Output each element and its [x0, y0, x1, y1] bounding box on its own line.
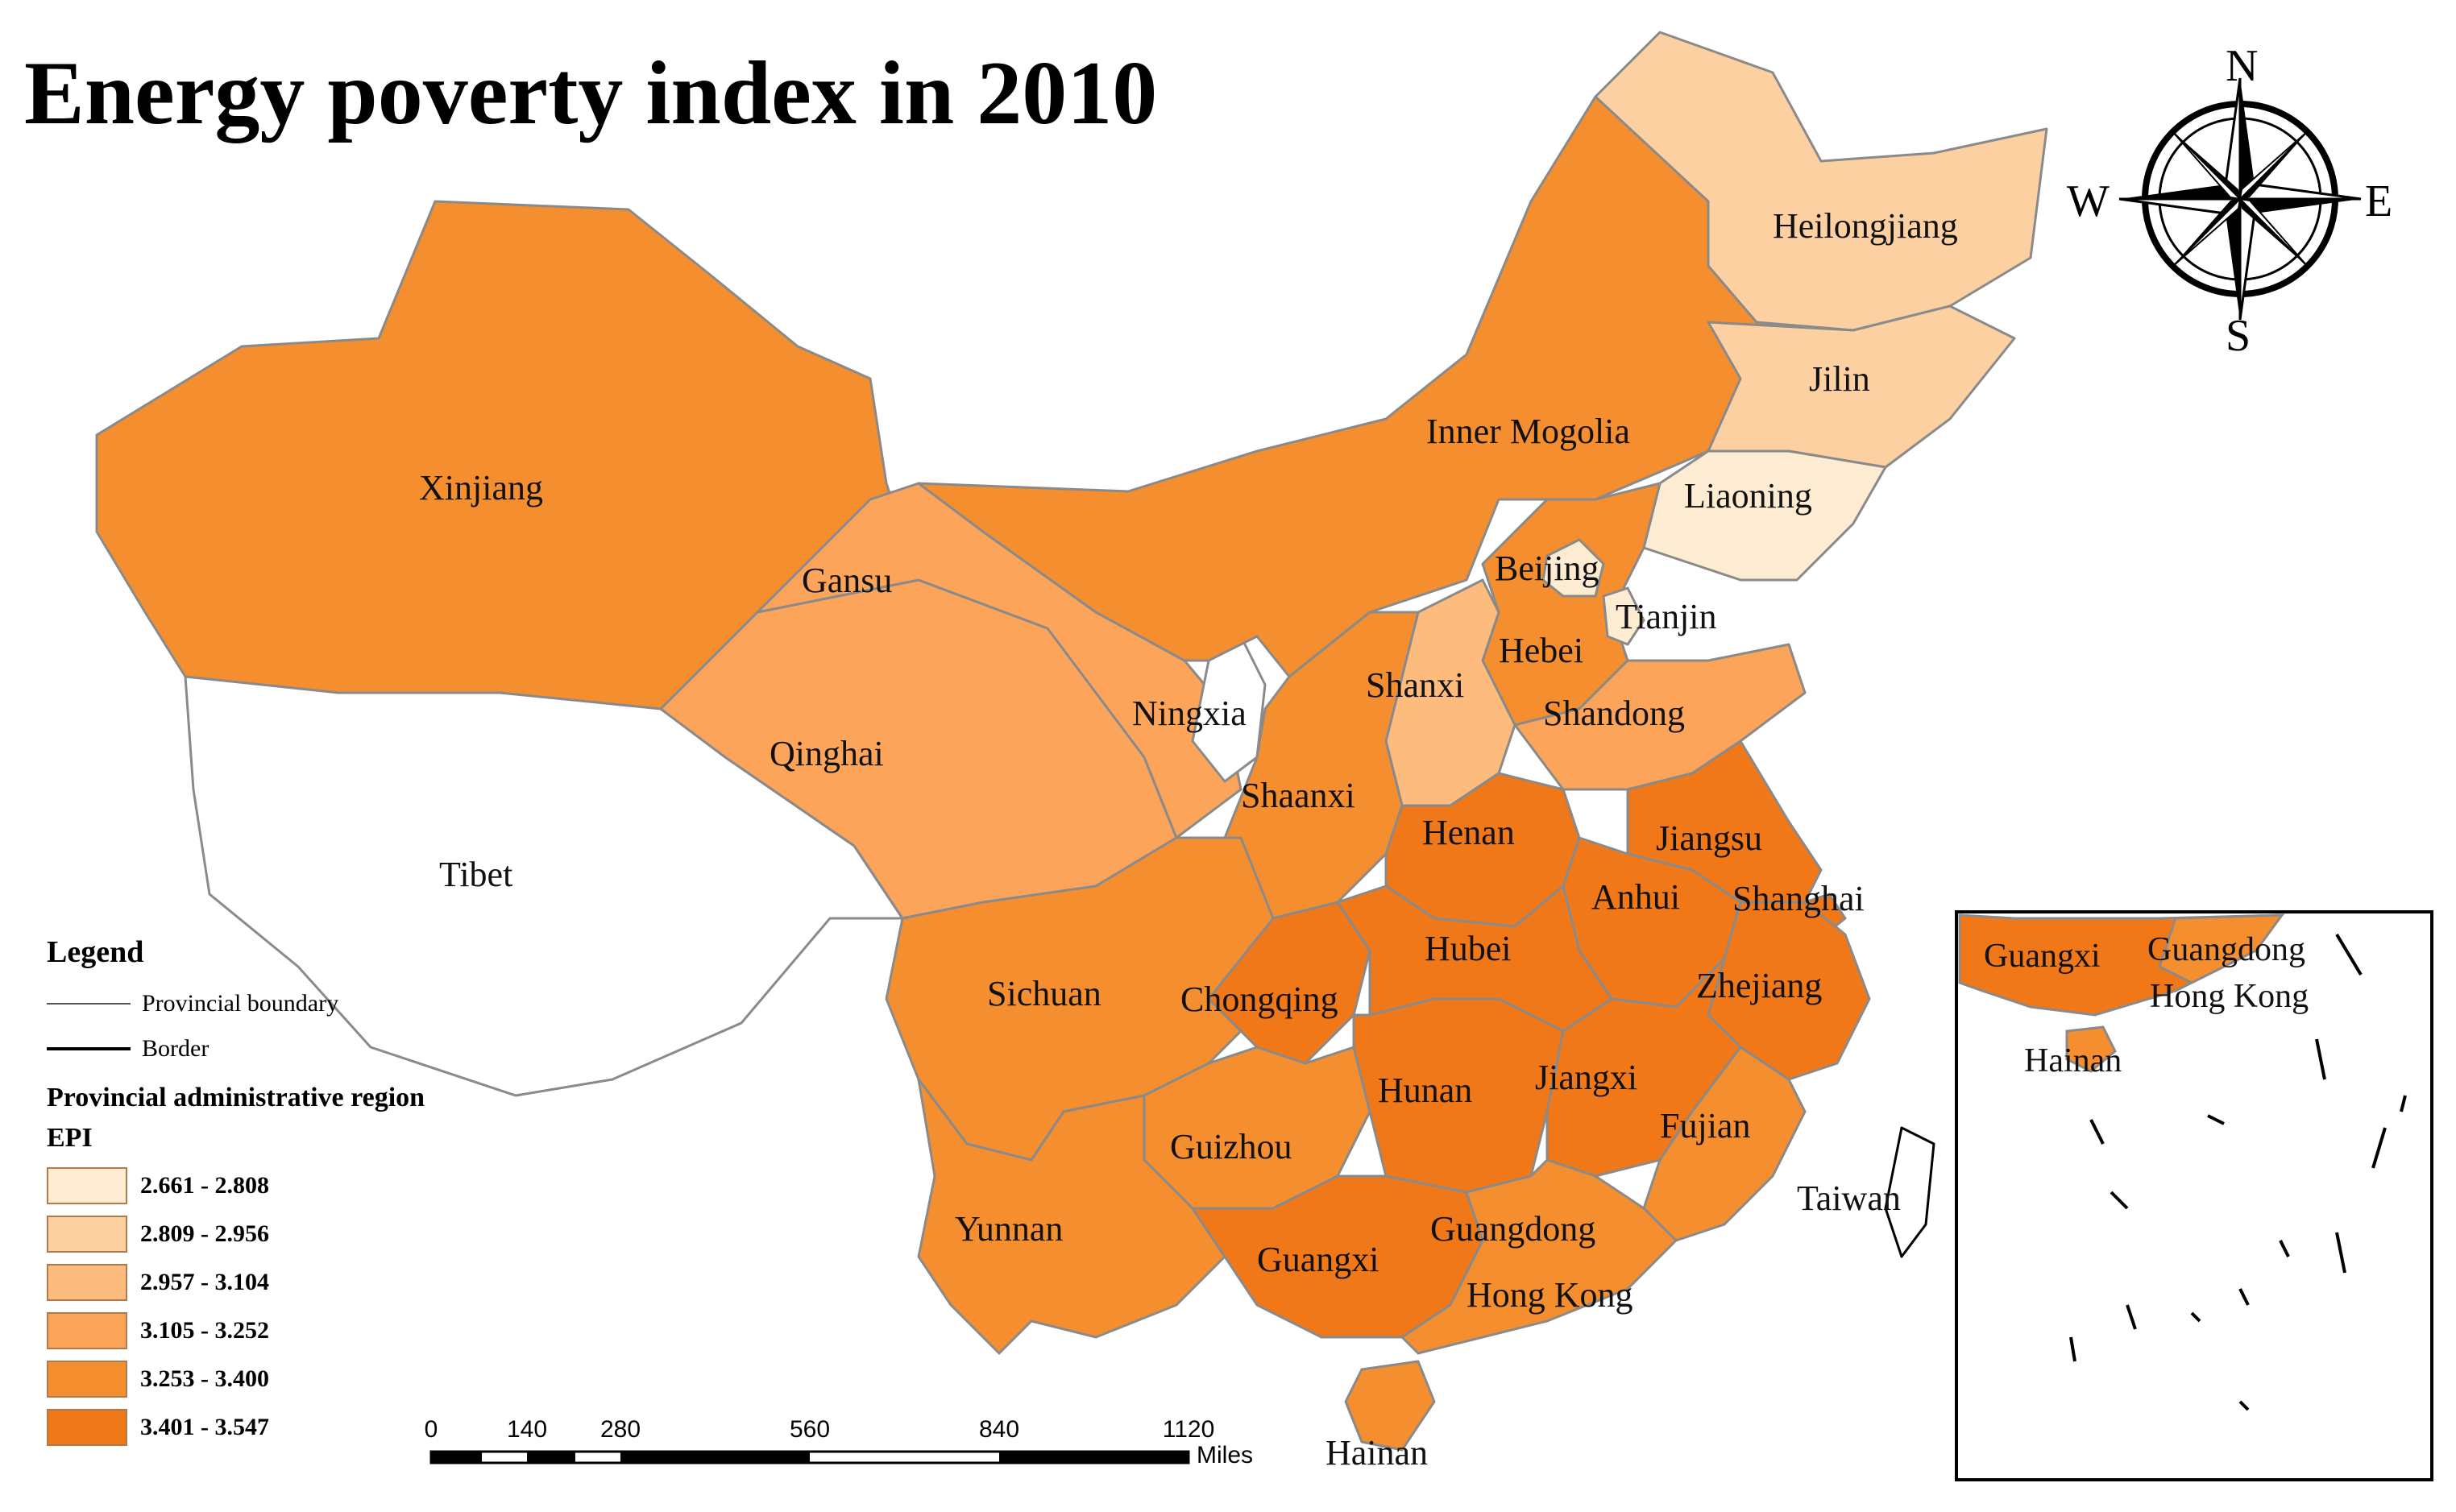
label-shandong: Shandong	[1543, 694, 1685, 733]
label-guangdong: Guangdong	[1430, 1209, 1595, 1249]
compass-south: S	[2226, 311, 2251, 361]
label-tibet: Tibet	[439, 855, 512, 894]
south-china-sea-inset	[1955, 910, 2433, 1481]
provincial-boundary-line-icon	[47, 1003, 131, 1005]
legend-border-label: Border	[142, 1035, 210, 1062]
region-shaanxi	[1223, 611, 1420, 920]
region-shandong	[1513, 643, 1807, 791]
label-fujian: Fujian	[1660, 1106, 1750, 1145]
label-gansu: Gansu	[802, 561, 892, 600]
scale-tick: 280	[599, 1416, 641, 1443]
compass-north: N	[2226, 41, 2258, 91]
region-liaoning	[1642, 449, 1887, 582]
legend: Legend Provincial boundary Border Provin…	[47, 934, 562, 1452]
map-title: Energy poverty index in 2010	[24, 43, 1158, 143]
label-yunnan: Yunnan	[955, 1209, 1063, 1249]
legend-swatch	[47, 1312, 127, 1349]
label-tianjin: Tianjin	[1616, 597, 1717, 636]
legend-provincial-boundary-label: Provincial boundary	[142, 990, 339, 1017]
label-jiangxi: Jiangxi	[1535, 1058, 1637, 1097]
region-yunnan	[917, 1078, 1226, 1355]
scale-bar: 0 140 280 560 840 1120 Miles	[425, 1416, 1285, 1469]
inset-label-guangxi: Guangxi	[1984, 938, 2101, 975]
label-heilongjiang: Heilongjiang	[1773, 206, 1958, 246]
region-heilongjiang	[1594, 31, 2048, 332]
label-sichuan: Sichuan	[987, 974, 1101, 1013]
legend-class-label: 2.809 - 2.956	[140, 1220, 269, 1247]
label-inner-mongolia: Inner Mogolia	[1426, 412, 1630, 451]
legend-swatch	[47, 1264, 127, 1301]
legend-subtitle: Provincial administrative region	[47, 1083, 425, 1112]
inset-label-hong-kong: Hong Kong	[2150, 978, 2309, 1015]
label-jilin: Jilin	[1809, 359, 1870, 399]
legend-class-label: 3.401 - 3.547	[140, 1414, 269, 1440]
scale-tick: 140	[506, 1416, 548, 1443]
region-inner-mongolia	[917, 95, 1790, 678]
label-henan: Henan	[1422, 813, 1515, 852]
legend-class-label: 2.957 - 3.104	[140, 1269, 269, 1295]
legend-class-label: 2.661 - 2.808	[140, 1172, 269, 1199]
region-tianjin	[1602, 586, 1645, 646]
label-chongqing: Chongqing	[1180, 980, 1338, 1019]
scale-unit: Miles	[1197, 1442, 1254, 1469]
legend-swatch	[47, 1216, 127, 1253]
region-tibet	[184, 675, 904, 1097]
compass-east: E	[2365, 176, 2392, 226]
scale-ticks: 0 140 280 560 840 1120	[425, 1416, 1285, 1448]
label-shaanxi: Shaanxi	[1241, 776, 1355, 815]
compass-rose-icon	[2118, 77, 2362, 321]
legend-provincial-boundary: Provincial boundary	[47, 981, 562, 1026]
label-guizhou: Guizhou	[1170, 1127, 1292, 1166]
label-jiangsu: Jiangsu	[1656, 818, 1762, 858]
label-xinjiang: Xinjiang	[419, 468, 543, 507]
label-zhejiang: Zhejiang	[1696, 966, 1822, 1005]
label-beijing: Beijing	[1495, 549, 1599, 588]
legend-classes: 2.661 - 2.808 2.809 - 2.956 2.957 - 3.10…	[47, 1162, 562, 1452]
label-liaoning: Liaoning	[1684, 476, 1812, 516]
scale-tick: 1120	[1162, 1416, 1215, 1443]
label-hubei: Hubei	[1425, 929, 1512, 968]
label-hebei: Hebei	[1499, 631, 1583, 670]
label-anhui: Anhui	[1591, 877, 1680, 917]
label-shanghai: Shanghai	[1732, 879, 1865, 918]
legend-class: 2.957 - 3.104	[47, 1258, 562, 1307]
legend-title: Legend	[47, 935, 144, 969]
region-taiwan	[1884, 1126, 1935, 1258]
label-taiwan: Taiwan	[1797, 1179, 1901, 1218]
label-shanxi: Shanxi	[1366, 665, 1464, 705]
label-guangxi: Guangxi	[1257, 1240, 1379, 1279]
label-hainan: Hainan	[1325, 1433, 1428, 1473]
label-hunan: Hunan	[1378, 1071, 1472, 1110]
scale-tick: 0	[424, 1416, 438, 1443]
scale-tick: 840	[978, 1416, 1020, 1443]
label-ningxia: Ningxia	[1132, 694, 1247, 733]
legend-border: Border	[47, 1026, 562, 1071]
legend-class: 3.401 - 3.547	[47, 1403, 562, 1452]
scale-tick: 560	[789, 1416, 831, 1443]
legend-class: 3.253 - 3.400	[47, 1355, 562, 1403]
legend-field: EPI	[47, 1123, 93, 1153]
label-qinghai: Qinghai	[770, 734, 884, 773]
legend-swatch	[47, 1409, 127, 1446]
legend-class-label: 3.253 - 3.400	[140, 1365, 269, 1392]
region-hunan	[1352, 997, 1565, 1194]
region-hainan	[1344, 1360, 1436, 1452]
inset-label-hainan: Hainan	[2024, 1042, 2122, 1079]
region-jilin	[1707, 304, 2016, 469]
inset-label-guangdong: Guangdong	[2147, 931, 2305, 968]
legend-class: 3.105 - 3.252	[47, 1307, 562, 1355]
legend-class: 2.809 - 2.956	[47, 1210, 562, 1258]
legend-swatch	[47, 1361, 127, 1398]
label-hong-kong: Hong Kong	[1467, 1275, 1633, 1315]
compass-west: W	[2067, 176, 2110, 226]
region-guangdong	[1400, 1158, 1678, 1355]
legend-swatch	[47, 1167, 127, 1204]
border-line-icon	[47, 1047, 131, 1050]
scale-bar-graphic	[429, 1450, 1190, 1464]
legend-class-label: 3.105 - 3.252	[140, 1317, 269, 1344]
legend-class: 2.661 - 2.808	[47, 1162, 562, 1210]
region-beijing	[1541, 538, 1605, 598]
